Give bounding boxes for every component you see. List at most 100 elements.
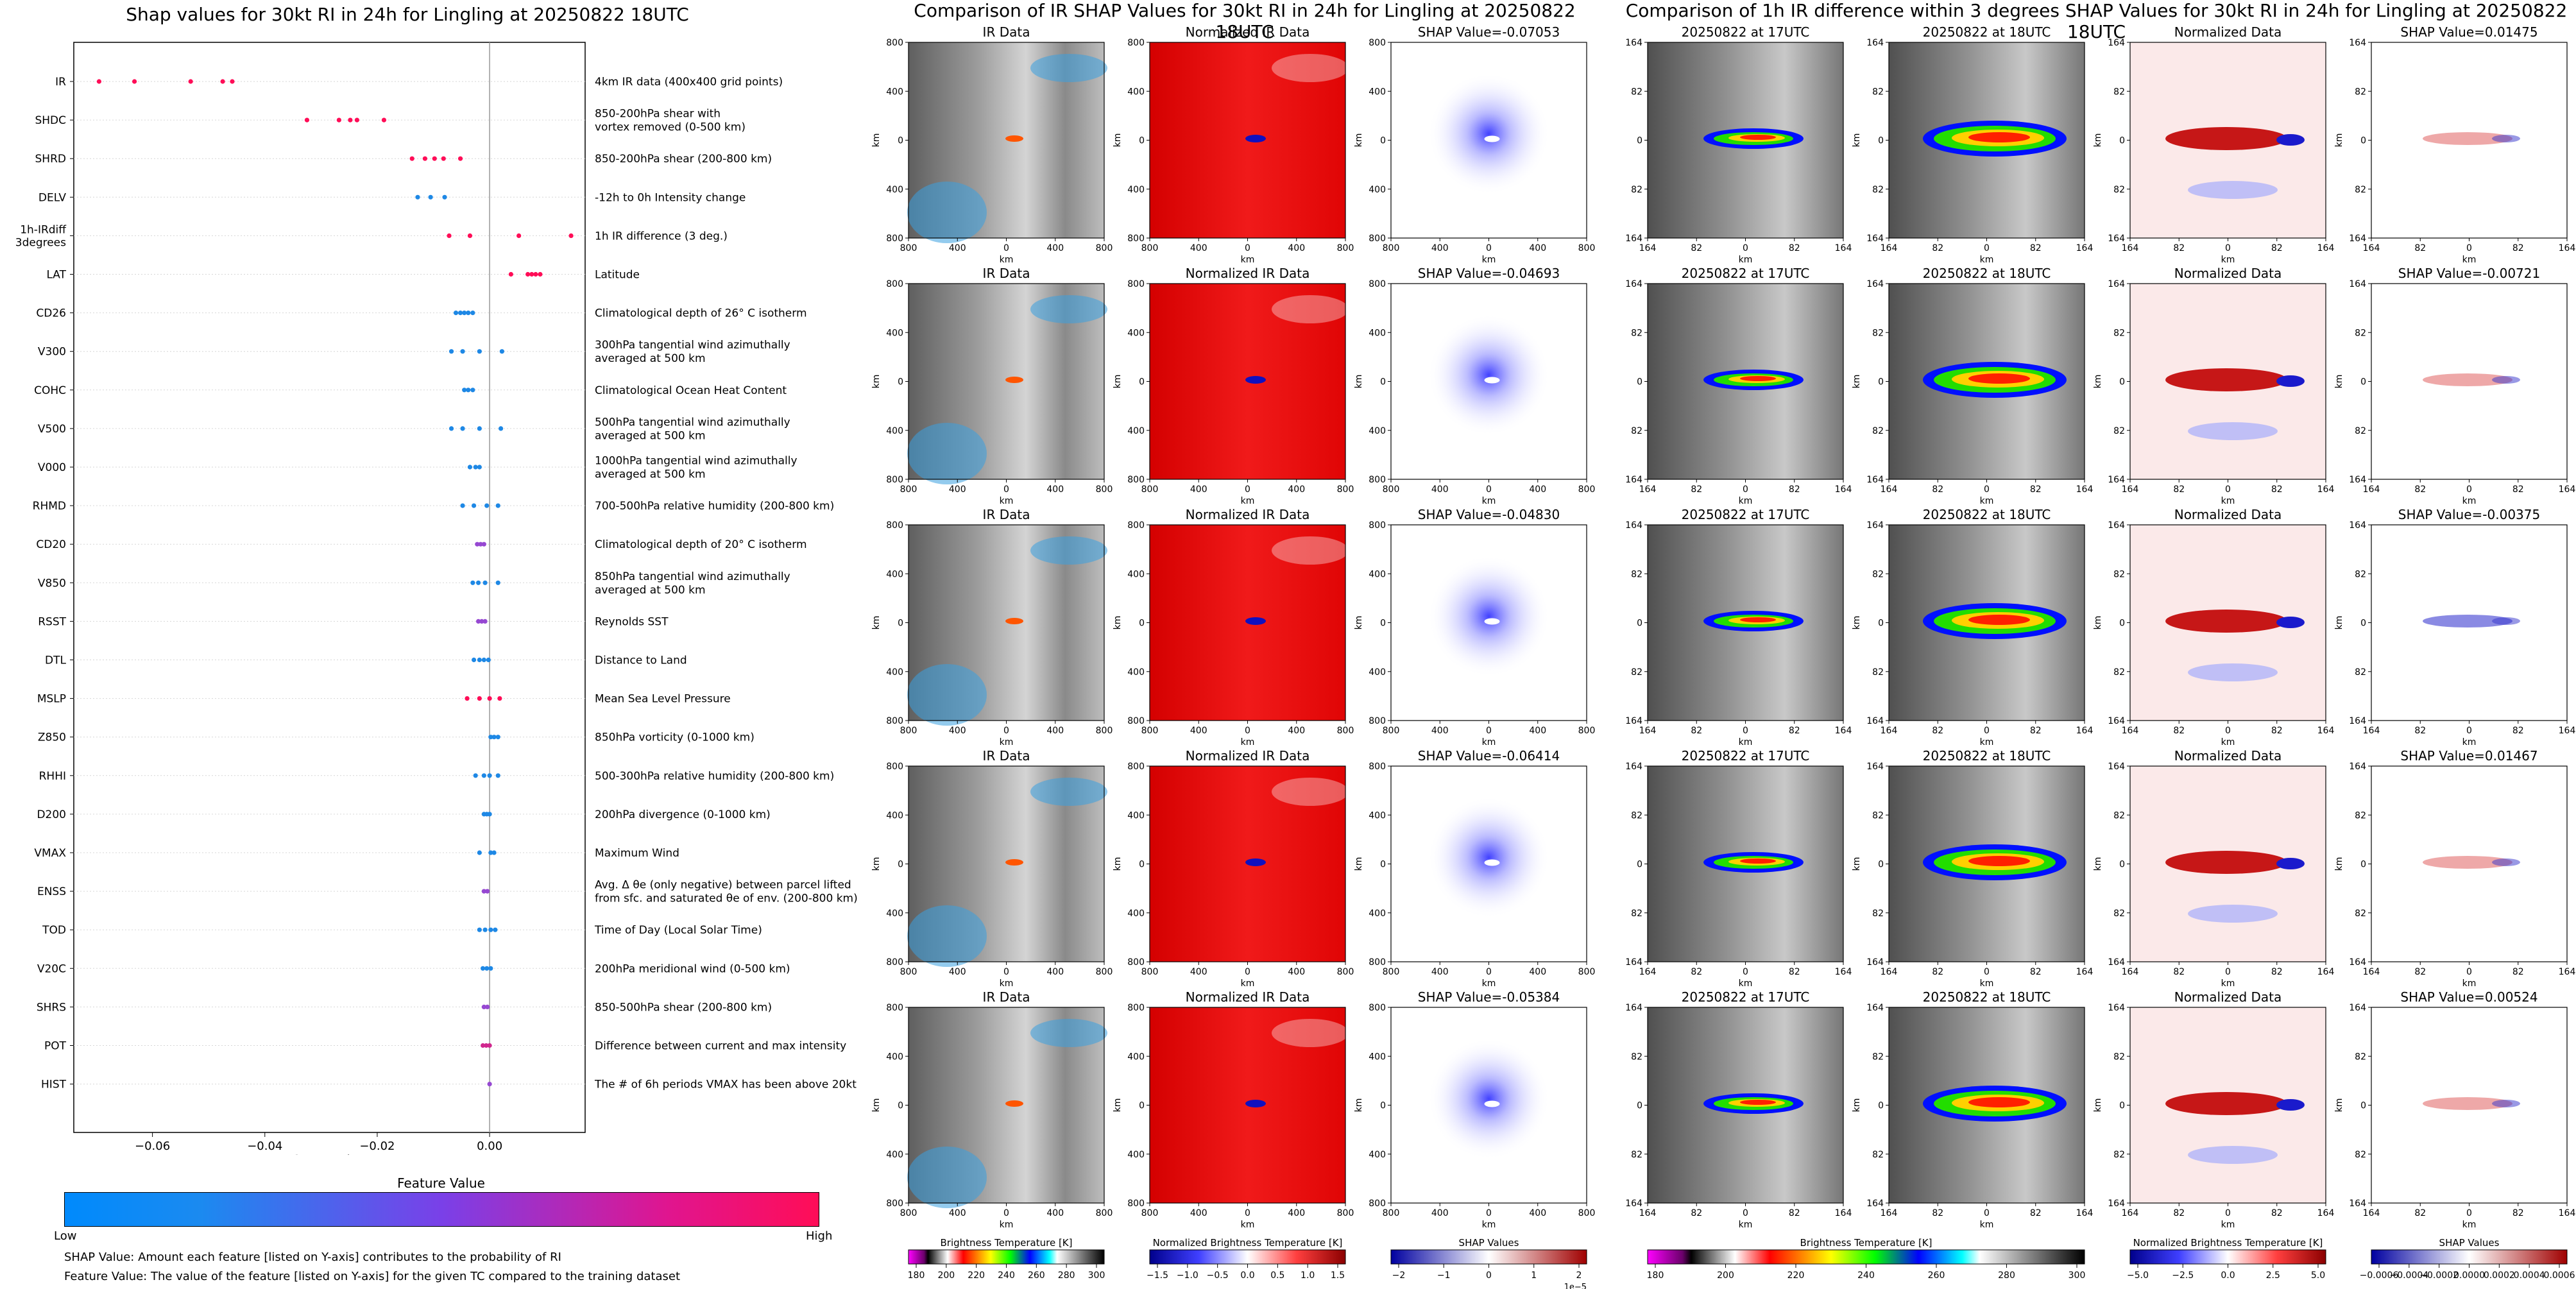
negative-anomaly [2276,1099,2305,1111]
y-axis-label: km [2334,857,2344,871]
y-tick-label: 164 [1625,234,1642,244]
x-tick-label: 400 [1288,967,1305,977]
colorbar-tick-label: 1 [1531,1270,1537,1281]
convection-core [1740,376,1776,381]
colorbar-tick-label: 5.0 [2311,1270,2325,1281]
x-tick-label: 164 [1639,726,1657,736]
y-tick-label: 164 [2108,279,2125,289]
shap-point [428,194,433,200]
shap-point [495,580,500,585]
shap-point [499,349,504,354]
x-tick-label: 800 [1096,243,1113,253]
x-tick-label: 82 [2173,726,2185,736]
positive-anomaly [2165,127,2287,150]
y-axis-label: km [2093,1098,2103,1113]
colorbar-tick-label: 260 [1928,1270,1945,1281]
y-tick-label: 400 [1127,185,1145,195]
panel-title: 20250822 at 17UTC [1682,507,1810,522]
x-tick-label: 0 [1003,484,1009,495]
brightness-colorbar-label: Brightness Temperature [K] [1800,1237,1932,1249]
x-tick-label: 82 [1691,243,1702,253]
negative-anomaly [2188,1146,2278,1164]
x-tick-label: 82 [2414,726,2426,736]
panel-title: Normalized IR Data [1186,507,1310,522]
convection-core [1740,617,1776,622]
feature-description: 1h IR difference (3 deg.) [595,230,728,243]
shap-point [491,735,497,740]
x-tick-label: 164 [1639,1208,1657,1218]
y-tick-label: 0 [2119,1101,2125,1111]
storm-core [1245,376,1266,384]
y-axis-label: km [1852,616,1862,630]
y-axis-label: km [1852,1098,1862,1113]
y-tick-label: 800 [1369,957,1386,968]
panel-title: Normalized IR Data [1186,989,1310,1005]
feature-code-label: 1h-IRdiff [20,223,67,236]
y-axis-label: km [1113,133,1123,148]
x-tick-label: 164 [2122,967,2139,977]
shap-point [488,966,493,971]
y-tick-label: 164 [2108,957,2125,968]
cold-cloud-region [1030,778,1107,806]
x-tick-label: 800 [900,726,917,736]
x-tick-label: 0 [1743,484,1748,495]
x-tick-label: 164 [2317,726,2335,736]
y-tick-label: 164 [1866,957,1884,968]
x-axis-label: SHAP Value [293,1152,366,1155]
x-axis-label: km [1980,496,1994,506]
shap-point [493,927,498,932]
y-tick-label: 400 [1369,667,1386,678]
normalized-colorbar [1149,1249,1346,1265]
x-tick-label: 800 [1096,726,1113,736]
y-tick-label: 164 [2108,1199,2125,1209]
x-tick-label: 0 [1486,1208,1492,1218]
y-tick-label: 82 [2113,909,2125,919]
feature-description: 850-200hPa shear with [595,108,721,121]
diff-grid-title: Comparison of 1h IR difference within 3 … [1625,0,2568,42]
feature-description: 850hPa vorticity (0-1000 km) [595,731,755,744]
cold-cloud-region [907,905,987,967]
y-axis-label: km [1354,375,1364,389]
colorbar-tick-label: −2.5 [2172,1270,2194,1281]
x-tick-label: 800 [1337,726,1354,736]
x-tick-label: 400 [1046,726,1064,736]
feature-description: 700-500hPa relative humidity (200-800 km… [595,500,834,513]
colorbar-tick-label: 2.5 [2266,1270,2280,1281]
negative-anomaly [2188,181,2278,199]
x-tick-label: 400 [949,726,966,736]
panel-title: IR Data [983,24,1030,40]
x-axis-label: km [1482,1220,1496,1230]
convection-core [1740,858,1776,864]
y-axis-label: km [2334,616,2344,630]
x-axis-label: km [1000,737,1014,747]
panel-title: 20250822 at 17UTC [1682,989,1810,1005]
shap-point [465,696,470,701]
x-tick-label: 164 [2559,726,2576,736]
x-tick-label: 164 [1639,484,1657,495]
x-tick-label: 82 [2512,967,2524,977]
y-tick-label: 0 [898,860,903,870]
shap-point [486,657,491,663]
convection-core [1740,135,1776,140]
shap-point [467,465,473,470]
y-axis-label: km [1852,857,1862,871]
panel-title: 20250822 at 18UTC [1923,24,2051,40]
y-axis-label: km [1113,857,1123,871]
y-tick-label: 82 [2113,185,2125,195]
colorbar-tick-label: 0 [1486,1270,1492,1281]
x-axis-label: km [2221,255,2235,265]
shap-point [482,927,488,932]
panel-title: 20250822 at 18UTC [1923,266,2051,281]
feature-code-label: ENSS [37,885,66,898]
y-axis-label: km [871,1098,882,1113]
x-tick-label: 0 [1743,726,1748,736]
y-tick-label: 82 [2113,667,2125,678]
x-tick-label: 800 [1578,1208,1596,1218]
shap-point [484,503,490,508]
y-tick-label: 0 [2119,860,2125,870]
shap-point [538,271,543,277]
y-axis-label: km [2334,375,2344,389]
panel-title: IR Data [983,748,1030,764]
x-tick-label: 400 [1288,484,1305,495]
panel-title: 20250822 at 18UTC [1923,507,2051,522]
